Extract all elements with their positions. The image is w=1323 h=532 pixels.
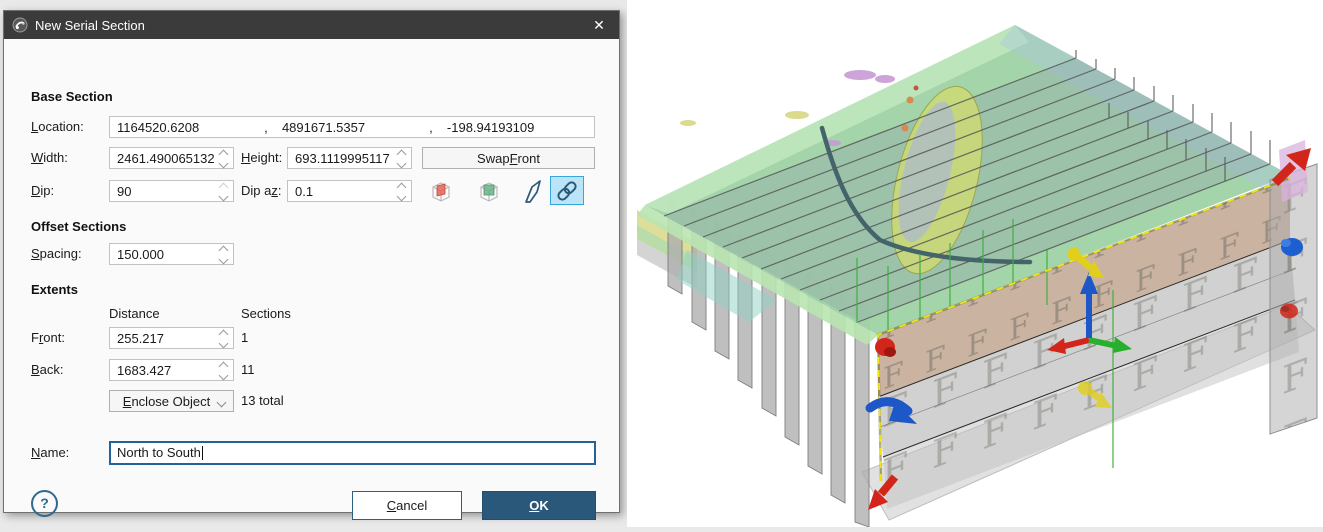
app-logo-icon: [12, 17, 28, 33]
base-section-heading: Base Section: [31, 89, 113, 104]
name-label: Name:: [31, 445, 70, 460]
back-extent-red-arrow[interactable]: [1271, 148, 1311, 187]
dip-label: Dip:: [31, 183, 55, 198]
dialog-title: New Serial Section: [35, 17, 145, 33]
base-section-outline[interactable]: [876, 176, 1291, 482]
location-x-value[interactable]: 1164520.6208: [117, 119, 200, 135]
right-edge-red-knob[interactable]: [1280, 303, 1298, 319]
gizmo-z-axis-arrow[interactable]: [1080, 272, 1098, 294]
enclose-object-dropdown[interactable]: Enclose Object: [109, 390, 234, 412]
dip-azimuth-value[interactable]: [288, 181, 411, 201]
dip-azimuth-label: Dip az:: [241, 183, 282, 198]
name-value[interactable]: North to South: [117, 445, 201, 460]
dip-azimuth-spinner[interactable]: [394, 182, 409, 202]
extents-heading: Extents: [31, 282, 78, 297]
offset-sections-heading: Offset Sections: [31, 219, 127, 234]
location-label: Location:: [31, 119, 84, 134]
front-distance-value[interactable]: [110, 328, 233, 348]
gizmo-y-axis-arrow[interactable]: [1113, 337, 1132, 353]
spacing-input[interactable]: [109, 243, 234, 265]
location-input[interactable]: 1164520.6208 , 4891671.5357 , -198.94193…: [109, 116, 595, 138]
link-sections-button[interactable]: [550, 176, 584, 205]
green-section-cube-button[interactable]: [474, 177, 504, 207]
spacing-value[interactable]: [110, 244, 233, 264]
move-gizmo[interactable]: [1047, 272, 1132, 354]
back-distance-input[interactable]: [109, 359, 234, 381]
width-input[interactable]: [109, 147, 234, 169]
surface-patches: [680, 70, 895, 146]
front-distance-input[interactable]: [109, 327, 234, 349]
dialog-titlebar[interactable]: New Serial Section ✕: [4, 11, 619, 39]
back-sections-count: 11: [241, 362, 255, 377]
location-z-value[interactable]: -198.94193109: [446, 119, 535, 135]
front-label: Front:: [31, 330, 65, 345]
distance-column-header: Distance: [109, 306, 160, 321]
drillhole-trace: [819, 125, 1033, 265]
front-extent-red-arrow[interactable]: [868, 474, 899, 510]
slice-intersection-lines: [856, 219, 1114, 468]
left-edge-red-knob[interactable]: [875, 338, 896, 357]
spacing-yellow-arrow-top[interactable]: [1067, 247, 1105, 279]
front-sections-count: 1: [241, 330, 249, 345]
section-top-traces: [663, 50, 1271, 323]
dip-input[interactable]: [109, 180, 234, 202]
dip-spinner[interactable]: [216, 182, 231, 202]
location-separator: ,: [429, 119, 440, 135]
text-caret: [201, 446, 203, 460]
left-edge-rotate-handle[interactable]: [865, 397, 917, 424]
dip-azimuth-input[interactable]: [287, 180, 412, 202]
width-label: Width:: [31, 150, 68, 165]
width-value[interactable]: [110, 148, 233, 168]
sections-column-header: Sections: [241, 306, 291, 321]
back-label: Back:: [31, 362, 64, 377]
close-icon[interactable]: ✕: [593, 16, 605, 33]
location-y-value[interactable]: 4891671.5357: [281, 119, 366, 135]
spacing-yellow-arrow-bottom[interactable]: [1078, 381, 1112, 408]
link-icon: [557, 180, 577, 201]
3d-scene-viewport[interactable]: F F: [627, 0, 1323, 528]
back-distance-value[interactable]: [110, 360, 233, 380]
front-spinner[interactable]: [216, 329, 231, 349]
pit-shell: [891, 85, 983, 275]
width-spinner[interactable]: [216, 149, 231, 169]
height-value[interactable]: [288, 148, 411, 168]
height-spinner[interactable]: [394, 149, 409, 169]
dip-value[interactable]: [110, 181, 233, 201]
green-section-cube-icon: [480, 182, 498, 202]
total-sections-count: 13 total: [241, 393, 284, 408]
draw-slicer-button[interactable]: [518, 177, 548, 207]
serial-sections-3d-render: F F: [637, 25, 1318, 528]
draw-slicer-pencil-icon: [525, 180, 541, 203]
help-button[interactable]: ?: [31, 490, 58, 517]
spacing-spinner[interactable]: [216, 245, 231, 265]
chevron-down-icon: [216, 397, 227, 408]
back-spinner[interactable]: [216, 361, 231, 381]
right-edge-blue-knob[interactable]: [1281, 238, 1303, 256]
red-section-cube-icon: [432, 182, 450, 202]
spacing-label: Spacing:: [31, 246, 82, 261]
enclose-object-label: Enclose Object: [122, 393, 211, 409]
height-input[interactable]: [287, 147, 412, 169]
red-section-cube-button[interactable]: [426, 177, 456, 207]
nearest-section-plane-east-end: [1269, 140, 1318, 435]
height-label: Height:: [241, 150, 283, 165]
name-input[interactable]: North to South: [109, 441, 596, 465]
gizmo-x-axis-arrow[interactable]: [1047, 338, 1066, 354]
new-serial-section-dialog: New Serial Section ✕ Base Section Locati…: [3, 10, 620, 520]
location-separator: ,: [264, 119, 275, 135]
